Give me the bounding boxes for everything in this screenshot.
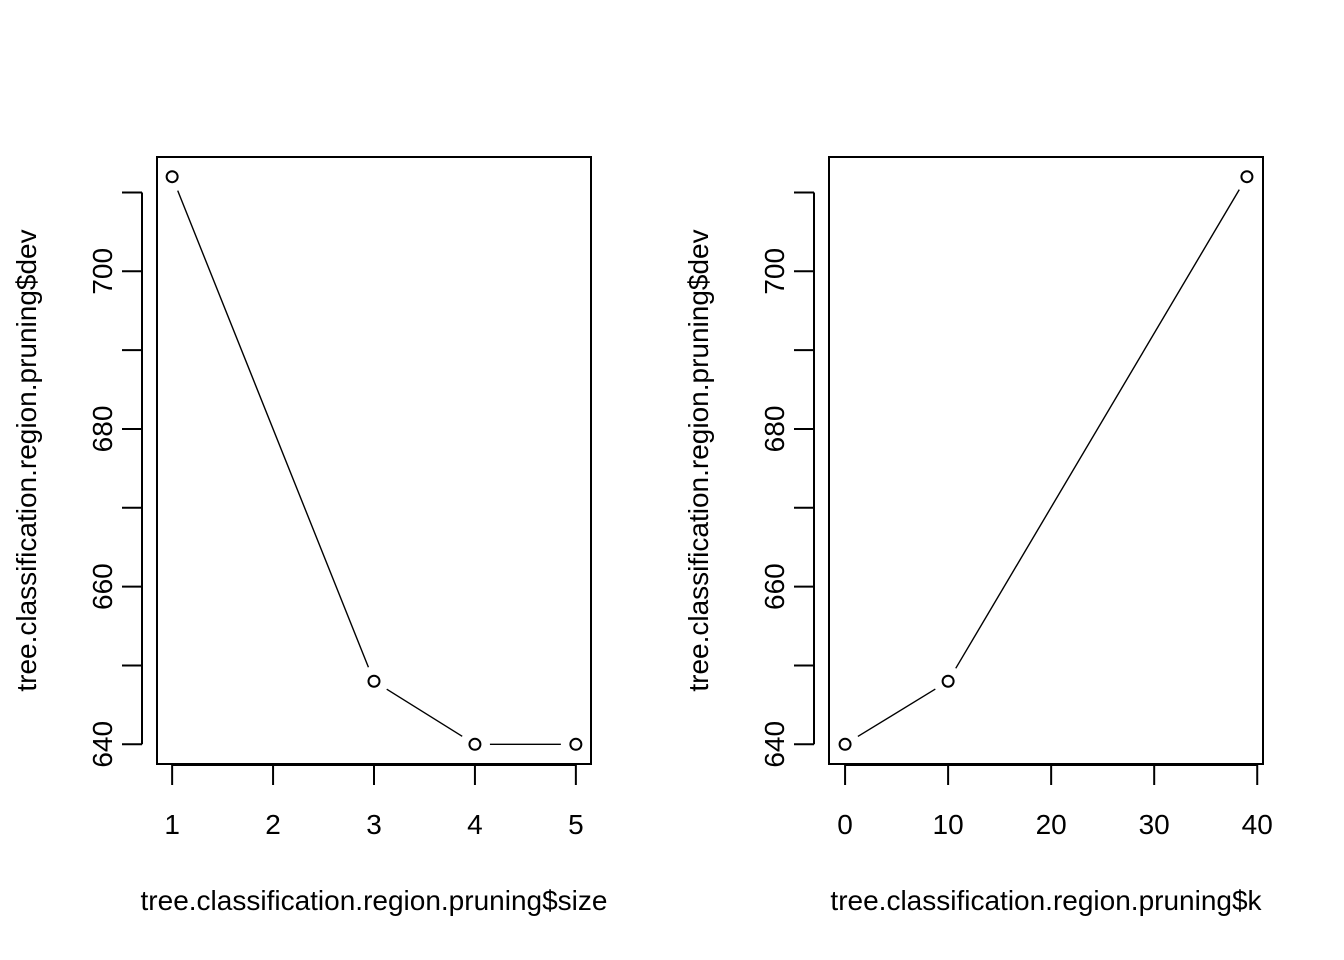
right-x-tick-label: 10 <box>933 809 964 840</box>
left-y-axis-title: tree.classification.region.pruning$dev <box>11 229 42 691</box>
right-y-tick-label: 640 <box>759 721 790 768</box>
left-plot-panel: 1 2 3 4 5 640 660 680 700 tree.classification.reg… <box>11 156 608 916</box>
left-y-tick-label: 640 <box>87 721 118 768</box>
right-plot-frame <box>828 156 1264 765</box>
right-y-tick-label: 660 <box>759 563 790 610</box>
left-x-tick-label: 2 <box>265 809 281 840</box>
left-data-point <box>468 737 482 751</box>
left-x-tick-label: 5 <box>568 809 584 840</box>
right-x-tick-label: 20 <box>1036 809 1067 840</box>
right-x-tick-label: 30 <box>1139 809 1170 840</box>
left-data-point <box>367 674 381 688</box>
left-series-segment <box>386 688 463 737</box>
left-data-point <box>569 737 583 751</box>
left-x-tick-label: 4 <box>467 809 483 840</box>
right-y-tick-label: 700 <box>759 248 790 295</box>
right-x-tick-label: 0 <box>837 809 853 840</box>
right-y-tick-label: 680 <box>759 406 790 453</box>
left-y-tick-label: 680 <box>87 406 118 453</box>
right-data-point <box>941 674 955 688</box>
left-plot-frame <box>156 156 592 765</box>
left-y-tick-label: 700 <box>87 248 118 295</box>
left-x-tick-label: 3 <box>366 809 382 840</box>
right-y-axis-title: tree.classification.region.pruning$dev <box>683 229 714 691</box>
left-x-axis-title: tree.classification.region.pruning$size <box>141 885 608 916</box>
left-x-tick-label: 1 <box>164 809 180 840</box>
right-x-tick-label: 40 <box>1242 809 1273 840</box>
left-series-segment <box>177 190 370 668</box>
right-data-point <box>1240 170 1254 184</box>
left-y-tick-label: 660 <box>87 563 118 610</box>
right-plot-panel: 0 10 20 30 40 640 660 680 700 tree.classification… <box>683 156 1273 916</box>
right-series-segment <box>955 189 1240 669</box>
right-x-axis-title: tree.classification.region.pruning$k <box>830 885 1262 916</box>
right-data-point <box>838 737 852 751</box>
left-data-point <box>165 170 179 184</box>
right-series-segment <box>857 688 936 738</box>
